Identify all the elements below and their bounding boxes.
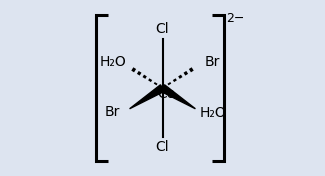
Polygon shape xyxy=(130,85,164,109)
Text: Br: Br xyxy=(205,55,220,69)
Text: Co: Co xyxy=(158,87,176,101)
Text: H₂O: H₂O xyxy=(100,55,126,69)
Text: 2−: 2− xyxy=(227,12,245,25)
Polygon shape xyxy=(161,85,195,109)
Text: Br: Br xyxy=(105,105,120,119)
Text: H₂O: H₂O xyxy=(199,106,226,120)
Text: Cl: Cl xyxy=(156,140,169,154)
Text: Cl: Cl xyxy=(156,22,169,36)
